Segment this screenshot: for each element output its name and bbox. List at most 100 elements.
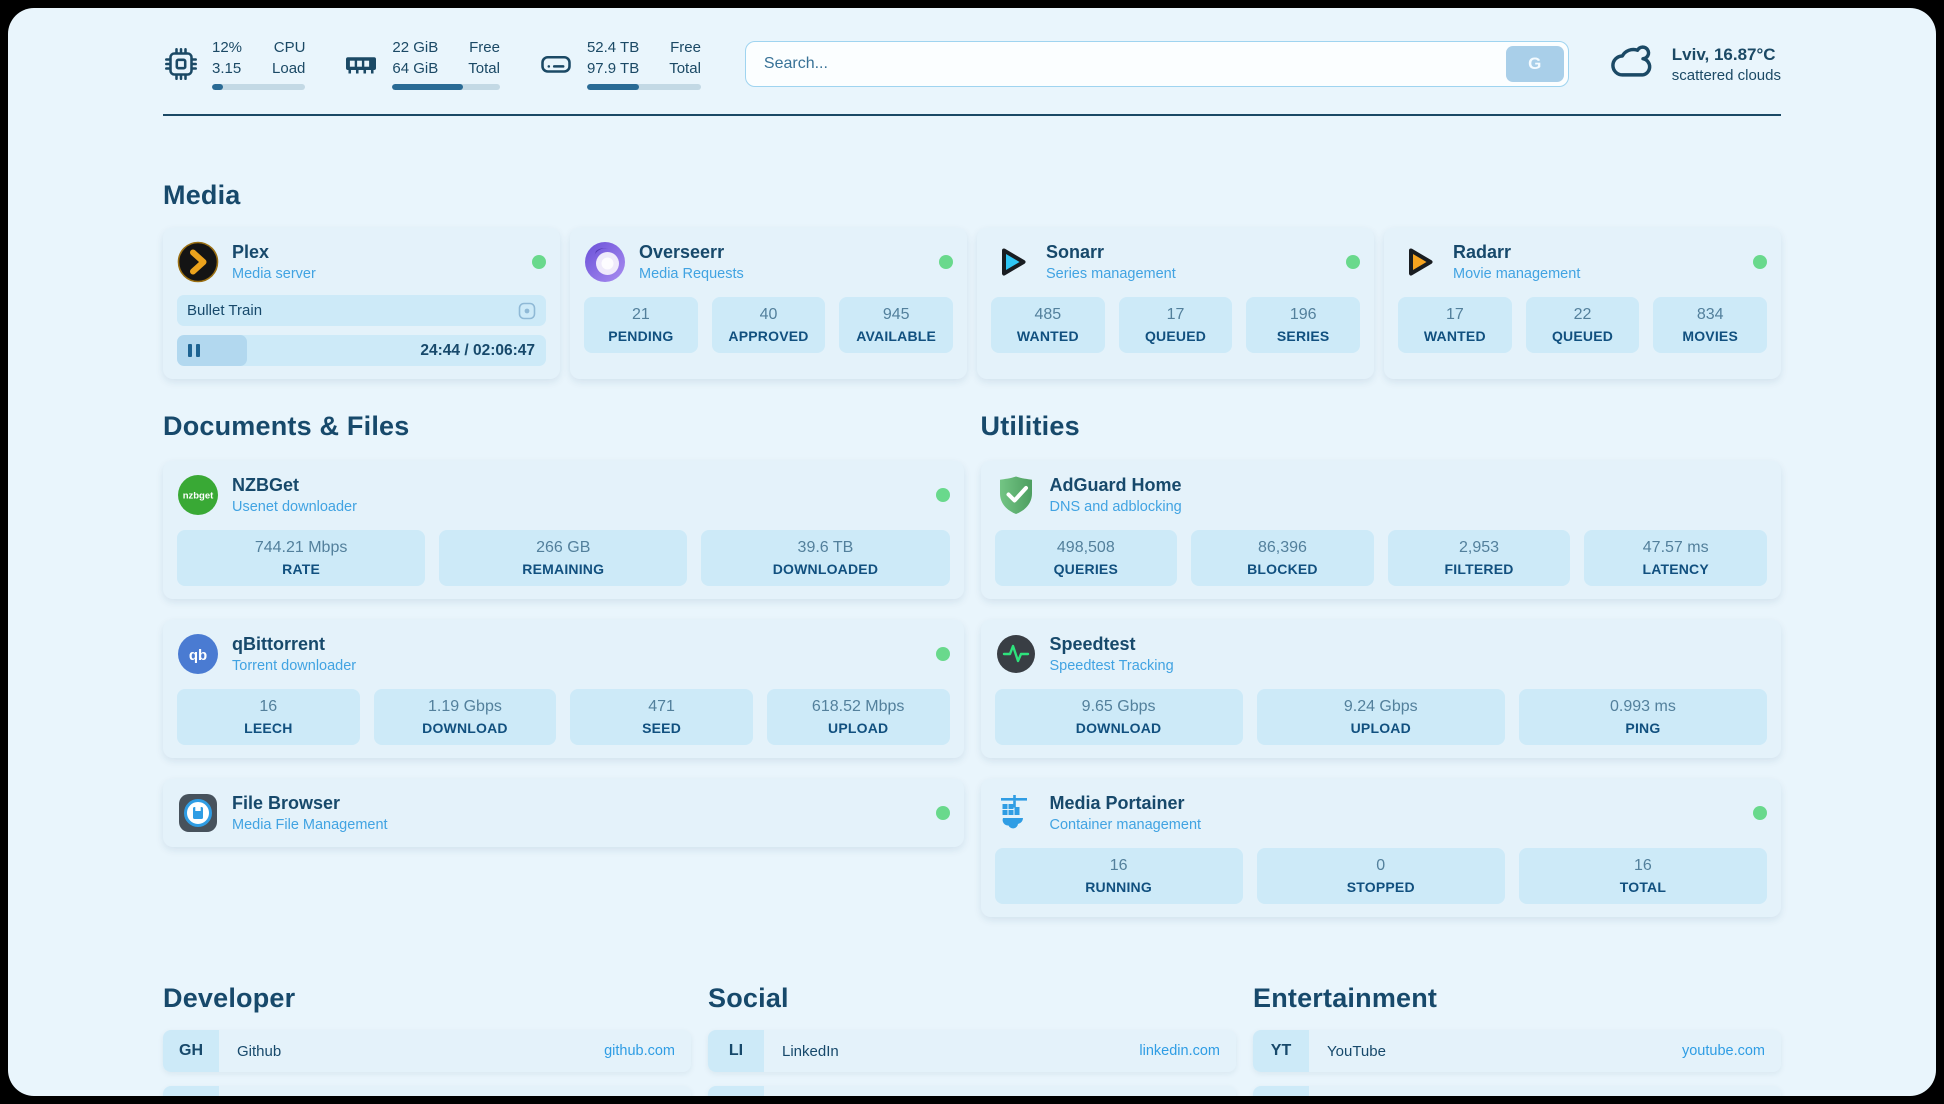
link-badge: GH <box>163 1030 219 1073</box>
link-badge: NF <box>1253 1086 1309 1096</box>
app-card-radarr[interactable]: Radarr Movie management 17 WANTED 22 QUE… <box>1384 228 1781 380</box>
app-card-qbittorrent[interactable]: qb qBittorrent Torrent downloader 16 LEE… <box>163 620 964 759</box>
portainer-icon <box>995 792 1037 834</box>
stat-series: 196 SERIES <box>1246 297 1361 354</box>
session-settings-icon[interactable] <box>518 302 536 320</box>
app-card-overseerr[interactable]: Overseerr Media Requests 21 PENDING 40 A… <box>570 228 967 380</box>
app-subtitle: Series management <box>1046 266 1176 283</box>
app-title: AdGuard Home <box>1049 475 1182 496</box>
link-twitter[interactable]: TW Twitter twitter.com <box>708 1086 1236 1096</box>
speedtest-icon <box>995 633 1037 675</box>
app-title: Speedtest <box>1049 634 1136 655</box>
link-group-social: Social LI LinkedIn linkedin.com TW Twitt… <box>708 983 1236 1096</box>
overseerr-icon <box>584 241 626 283</box>
link-github[interactable]: GH Github github.com <box>163 1030 691 1073</box>
section-title-social: Social <box>708 983 789 1014</box>
filebrowser-icon <box>177 792 219 834</box>
section-title-media: Media <box>163 180 241 211</box>
utilities-column: Utilities <box>980 411 1781 918</box>
stat-available: 945 AVAILABLE <box>839 297 954 354</box>
search-engine-button[interactable]: G <box>1505 46 1564 83</box>
cpu-labels: CPU Load <box>272 39 306 77</box>
app-subtitle: Container management <box>1049 817 1202 834</box>
link-url: stackoverflow.com <box>557 1086 691 1096</box>
link-url: github.com <box>604 1043 675 1060</box>
app-card-nzbget[interactable]: nzbget NZBGet Usenet downloader 744.21 M… <box>163 461 964 600</box>
stat-upload: 618.52 Mbps UPLOAD <box>766 689 950 746</box>
status-online-dot <box>935 647 950 662</box>
app-card-filebrowser[interactable]: File Browser Media File Management <box>163 779 964 848</box>
cpu-values: 12% 3.15 <box>212 39 243 77</box>
link-name: StackOverflow <box>219 1086 334 1096</box>
memory-icon <box>343 46 379 82</box>
qbittorrent-icon: qb <box>177 633 219 675</box>
link-youtube[interactable]: YT YouTube youtube.com <box>1253 1030 1781 1073</box>
memory-widget: 22 GiB 64 GiB Free Total <box>343 38 500 91</box>
radarr-icon <box>1398 241 1440 283</box>
stat-running: 16 RUNNING <box>994 848 1243 905</box>
link-url: netflix.com <box>1696 1086 1781 1096</box>
stat-queries: 498,508 QUERIES <box>994 530 1178 587</box>
storage-progress-bar <box>586 84 701 91</box>
stat-remaining: 266 GB REMAINING <box>439 530 688 587</box>
link-group-developer: Developer GH Github github.com SO StackO… <box>163 983 691 1096</box>
link-badge: LI <box>708 1030 764 1073</box>
status-online-dot <box>939 255 953 270</box>
search-bar: G <box>744 41 1569 88</box>
cloud-icon <box>1609 44 1657 84</box>
stat-download: 1.19 Gbps DOWNLOAD <box>373 689 557 746</box>
storage-icon <box>538 46 574 82</box>
cpu-progress-bar <box>212 84 306 91</box>
header-divider <box>163 114 1781 117</box>
storage-labels: Free Total <box>669 39 701 77</box>
app-card-portainer[interactable]: Media Portainer Container management 16 … <box>980 779 1781 918</box>
documents-column: Documents & Files nzbget NZBGet Usenet d <box>163 411 964 917</box>
adguard-icon <box>995 474 1037 516</box>
sonarr-icon <box>991 241 1033 283</box>
link-badge: TW <box>708 1086 764 1096</box>
app-subtitle: Torrent downloader <box>232 658 357 675</box>
stat-rate: 744.21 Mbps RATE <box>177 530 426 587</box>
weather-condition: scattered clouds <box>1671 66 1781 84</box>
link-stackoverflow[interactable]: SO StackOverflow stackoverflow.com <box>163 1086 691 1096</box>
plex-icon <box>177 241 219 283</box>
app-title: Sonarr <box>1046 242 1105 263</box>
link-name: YouTube <box>1327 1042 1386 1060</box>
app-card-speedtest[interactable]: Speedtest Speedtest Tracking 9.65 Gbps D… <box>980 620 1781 759</box>
stat-upload: 9.24 Gbps UPLOAD <box>1256 689 1505 746</box>
status-online-dot <box>1346 255 1360 270</box>
link-name: Twitter <box>764 1086 826 1096</box>
link-name: Github <box>237 1042 282 1060</box>
link-netflix[interactable]: NF Netflix netflix.com <box>1253 1086 1781 1096</box>
section-title-entertainment: Entertainment <box>1253 983 1438 1014</box>
nzbget-icon: nzbget <box>177 474 219 516</box>
app-title: Radarr <box>1453 242 1512 263</box>
stat-queued: 22 QUEUED <box>1525 297 1640 354</box>
app-card-adguard[interactable]: AdGuard Home DNS and adblocking 498,508 … <box>980 461 1781 600</box>
app-card-sonarr[interactable]: Sonarr Series management 485 WANTED 17 Q… <box>977 228 1374 380</box>
section-title-documents: Documents & Files <box>163 411 410 442</box>
app-subtitle: DNS and adblocking <box>1049 499 1182 516</box>
playback-progress-bar: 24:44 / 02:06:47 <box>177 335 546 367</box>
stat-queued: 17 QUEUED <box>1118 297 1233 354</box>
app-card-plex[interactable]: Plex Media server Bullet Train <box>163 228 560 380</box>
svg-text:nzbget: nzbget <box>183 491 214 502</box>
status-online-dot <box>935 806 950 821</box>
weather-text: Lviv, 16.87°C scattered clouds <box>1672 45 1781 84</box>
memory-values: 22 GiB 64 GiB <box>392 39 439 77</box>
app-subtitle: Movie management <box>1453 266 1581 283</box>
search-input[interactable] <box>744 41 1569 88</box>
section-title-developer: Developer <box>163 983 296 1014</box>
stat-downloaded: 39.6 TB DOWNLOADED <box>701 530 950 587</box>
memory-progress-bar <box>392 84 500 91</box>
cpu-widget: 12% 3.15 CPU Load <box>163 38 306 91</box>
weather-widget: Lviv, 16.87°C scattered clouds <box>1609 44 1781 84</box>
app-title: Media Portainer <box>1049 793 1185 814</box>
playback-progress-fill <box>177 335 248 367</box>
link-linkedin[interactable]: LI LinkedIn linkedin.com <box>708 1030 1236 1073</box>
status-online-dot <box>1753 255 1767 270</box>
stat-blocked: 86,396 BLOCKED <box>1191 530 1374 587</box>
stat-seed: 471 SEED <box>570 689 753 746</box>
app-title: qBittorrent <box>232 634 325 655</box>
weather-location-temp: Lviv, 16.87°C <box>1671 44 1776 64</box>
